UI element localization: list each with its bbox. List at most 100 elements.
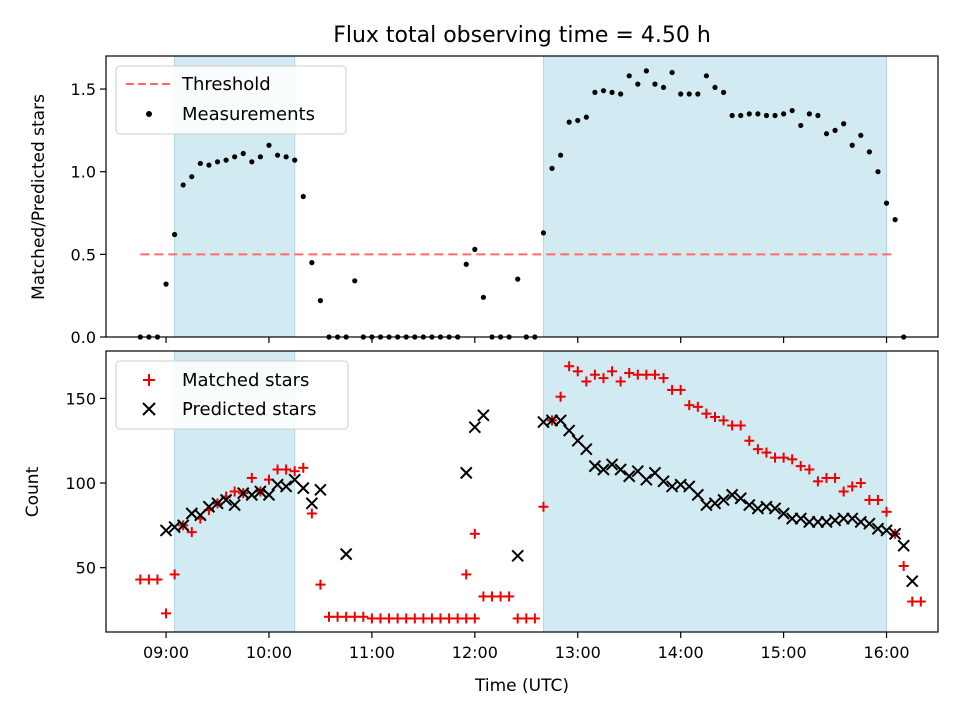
predicted-point-46 bbox=[725, 488, 739, 502]
matched-point-2 bbox=[152, 574, 163, 585]
matched-point-74 bbox=[752, 444, 763, 455]
measurement-point-49 bbox=[557, 152, 564, 158]
bottom-y-axis-label: Count bbox=[23, 466, 43, 517]
predicted-point-60 bbox=[846, 512, 859, 525]
measurement-point-11 bbox=[232, 154, 238, 160]
matched-point-70 bbox=[718, 415, 729, 426]
measurement-point-60 bbox=[652, 81, 658, 87]
measurement-point-38 bbox=[463, 261, 469, 267]
measurement-point-13 bbox=[249, 159, 255, 165]
predicted-point-65 bbox=[888, 527, 902, 541]
top-legend: Threshold Measurements bbox=[115, 65, 347, 135]
measurement-point-14 bbox=[257, 154, 263, 160]
measurement-point-15 bbox=[266, 142, 272, 148]
measurement-point-74 bbox=[772, 112, 778, 119]
matched-point-88 bbox=[872, 494, 883, 505]
predicted-point-62 bbox=[863, 517, 876, 530]
measurement-point-5 bbox=[180, 182, 186, 188]
predicted-point-47 bbox=[734, 492, 747, 505]
y-tick-label-0: 0.0 bbox=[71, 328, 96, 347]
measurement-point-16 bbox=[274, 152, 281, 158]
predicted-point-0 bbox=[159, 524, 173, 537]
measurement-point-12 bbox=[240, 150, 246, 157]
matched-point-62 bbox=[649, 369, 660, 380]
measurement-point-76 bbox=[789, 107, 795, 114]
predicted-point-22 bbox=[477, 409, 490, 422]
measurement-point-39 bbox=[472, 246, 478, 252]
measurement-point-68 bbox=[720, 89, 727, 95]
top-panel: 0.0 0.5 1.0 1.5 Matched/Predicted stars Thr… bbox=[29, 55, 939, 347]
matched-point-16 bbox=[272, 464, 283, 475]
matched-point-35 bbox=[435, 613, 446, 624]
x-tick-label-3: 12:00 bbox=[452, 643, 498, 662]
predicted-point-48 bbox=[743, 498, 756, 512]
predicted-point-44 bbox=[708, 497, 722, 510]
matched-point-89 bbox=[881, 506, 892, 517]
measurement-point-59 bbox=[643, 68, 649, 74]
measurement-point-44 bbox=[515, 276, 521, 282]
matched-point-17 bbox=[281, 464, 292, 475]
measurement-point-51 bbox=[575, 117, 581, 124]
shaded-span-1 bbox=[542, 55, 888, 338]
matched-point-6 bbox=[186, 527, 197, 538]
measurement-point-82 bbox=[841, 121, 847, 127]
measurement-point-9 bbox=[214, 159, 221, 165]
measurement-point-21 bbox=[317, 298, 324, 304]
predicted-point-27 bbox=[562, 424, 576, 437]
legend-predicted-label: Predicted stars bbox=[182, 399, 316, 420]
matched-point-18 bbox=[289, 466, 300, 477]
matched-point-71 bbox=[727, 420, 738, 431]
matched-point-75 bbox=[761, 447, 772, 458]
top-y-ticks: 0.0 0.5 1.0 1.5 bbox=[71, 80, 106, 347]
measurement-point-7 bbox=[197, 160, 203, 167]
matched-point-0 bbox=[135, 574, 146, 585]
matched-point-28 bbox=[375, 613, 386, 624]
matched-point-61 bbox=[641, 369, 652, 380]
matched-point-40 bbox=[461, 569, 472, 580]
measurement-point-71 bbox=[746, 111, 752, 117]
y-tick-label-0: 50 bbox=[76, 559, 96, 578]
measurement-point-10 bbox=[223, 157, 229, 163]
measurement-point-87 bbox=[883, 200, 890, 206]
matched-point-58 bbox=[615, 376, 626, 387]
matched-point-60 bbox=[632, 369, 643, 380]
measurement-point-70 bbox=[738, 112, 744, 119]
matched-point-64 bbox=[667, 384, 678, 395]
bottom-plot-frame bbox=[105, 350, 939, 633]
predicted-point-64 bbox=[880, 524, 893, 537]
measurement-point-64 bbox=[686, 91, 692, 97]
y-tick-label-1: 0.5 bbox=[71, 245, 96, 264]
measurement-point-54 bbox=[600, 88, 607, 94]
measurement-point-40 bbox=[480, 294, 487, 300]
top-y-axis-label: Matched/Predicted stars bbox=[29, 94, 49, 300]
matched-point-68 bbox=[701, 408, 712, 419]
matched-point-91 bbox=[898, 560, 909, 571]
x-tick-label-0: 09:00 bbox=[143, 643, 189, 662]
measurement-point-18 bbox=[292, 157, 298, 163]
measurement-point-77 bbox=[798, 122, 804, 129]
matched-point-92 bbox=[907, 596, 918, 607]
matched-point-42 bbox=[478, 591, 489, 602]
measurement-point-20 bbox=[309, 260, 315, 266]
matched-point-51 bbox=[555, 391, 566, 402]
measurement-point-8 bbox=[206, 162, 212, 168]
measurement-point-65 bbox=[695, 91, 701, 97]
x-tick-label-1: 10:00 bbox=[246, 643, 292, 662]
measurement-point-4 bbox=[172, 231, 178, 238]
measurement-point-85 bbox=[866, 149, 872, 155]
predicted-point-38 bbox=[657, 475, 670, 488]
matched-point-87 bbox=[864, 494, 875, 505]
predicted-point-17 bbox=[305, 497, 319, 510]
matched-point-25 bbox=[349, 611, 360, 622]
legend-threshold-label: Threshold bbox=[181, 74, 271, 95]
measurement-point-3 bbox=[163, 281, 169, 287]
x-tick-label-6: 15:00 bbox=[761, 643, 807, 662]
matched-point-24 bbox=[341, 611, 352, 622]
measurement-point-57 bbox=[626, 73, 632, 79]
matched-point-45 bbox=[504, 591, 515, 602]
matched-point-77 bbox=[778, 452, 789, 463]
matched-point-13 bbox=[246, 472, 257, 483]
predicted-point-2 bbox=[176, 519, 190, 532]
matched-point-31 bbox=[401, 613, 412, 624]
